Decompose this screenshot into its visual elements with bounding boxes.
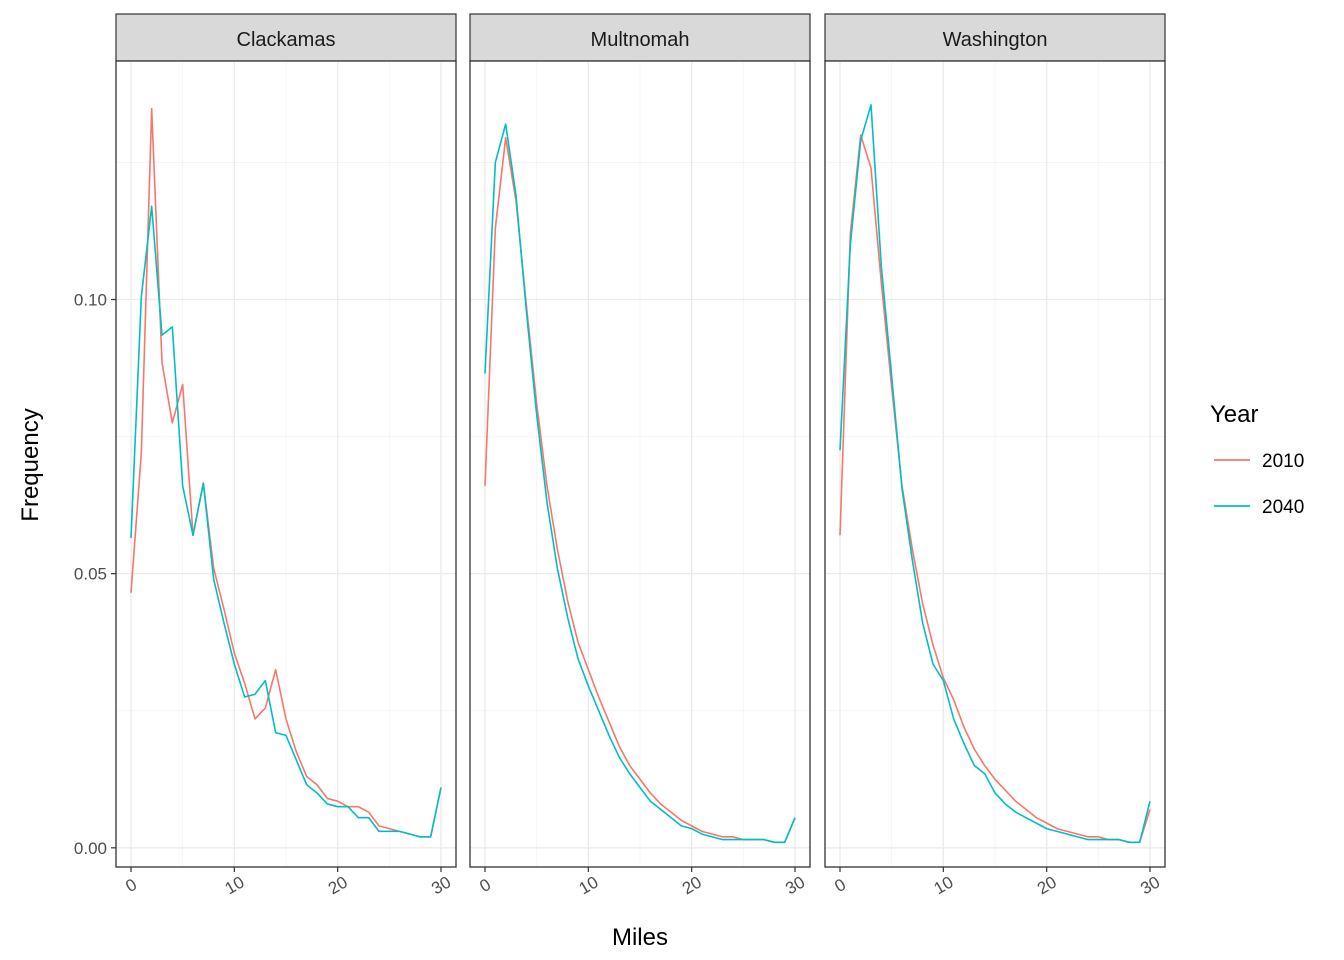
facet-strip xyxy=(824,13,1166,62)
x-tick-label: 10 xyxy=(931,872,957,898)
series-line-2040 xyxy=(839,104,1151,844)
y-tick-label: 0.00 xyxy=(74,839,107,858)
panel-border xyxy=(824,60,1166,868)
facet-strip xyxy=(115,13,457,62)
x-tick-label: 30 xyxy=(782,872,808,898)
legend-title: Year xyxy=(1210,401,1259,428)
facet-label: Multnomah xyxy=(591,29,690,51)
series-line-2010 xyxy=(839,134,1151,844)
panel-washington: Washington 0 10 20 30 xyxy=(824,13,1166,898)
panel-multnomah: Multnomah 0 10 20 30 xyxy=(469,13,811,898)
y-tick-label: 0.05 xyxy=(74,565,107,584)
series-line-2040 xyxy=(130,205,442,838)
x-tick-label: 10 xyxy=(576,872,602,898)
x-tick-label: 20 xyxy=(1034,872,1060,898)
facet-strip xyxy=(469,13,811,62)
panel-border xyxy=(469,60,811,868)
x-tick-label: 20 xyxy=(679,872,705,898)
x-tick-label: 30 xyxy=(1137,872,1163,898)
legend-label-2010: 2010 xyxy=(1262,451,1304,472)
facet-label: Washington xyxy=(943,29,1048,51)
facet-label: Clackamas xyxy=(237,29,336,51)
x-tick-label: 0 xyxy=(122,875,140,896)
x-axis-title: Miles xyxy=(612,924,668,951)
legend: Year 2010 2040 xyxy=(1210,401,1304,518)
x-tick-label: 0 xyxy=(476,875,494,896)
x-tick-label: 20 xyxy=(325,872,351,898)
y-axis-title: Frequency xyxy=(17,408,44,521)
x-tick-label: 0 xyxy=(831,875,849,896)
panel-clackamas: Clackamas 0 10 20 30 xyxy=(115,13,457,898)
series-line-2040 xyxy=(484,123,796,844)
x-tick-label: 10 xyxy=(222,872,248,898)
series-line-2010 xyxy=(130,107,442,838)
y-axis: 0.00 0.05 0.10 xyxy=(74,291,116,858)
x-tick-label: 30 xyxy=(428,872,454,898)
legend-label-2040: 2040 xyxy=(1262,497,1304,518)
y-tick-label: 0.10 xyxy=(74,291,107,310)
panel-border xyxy=(115,60,457,868)
